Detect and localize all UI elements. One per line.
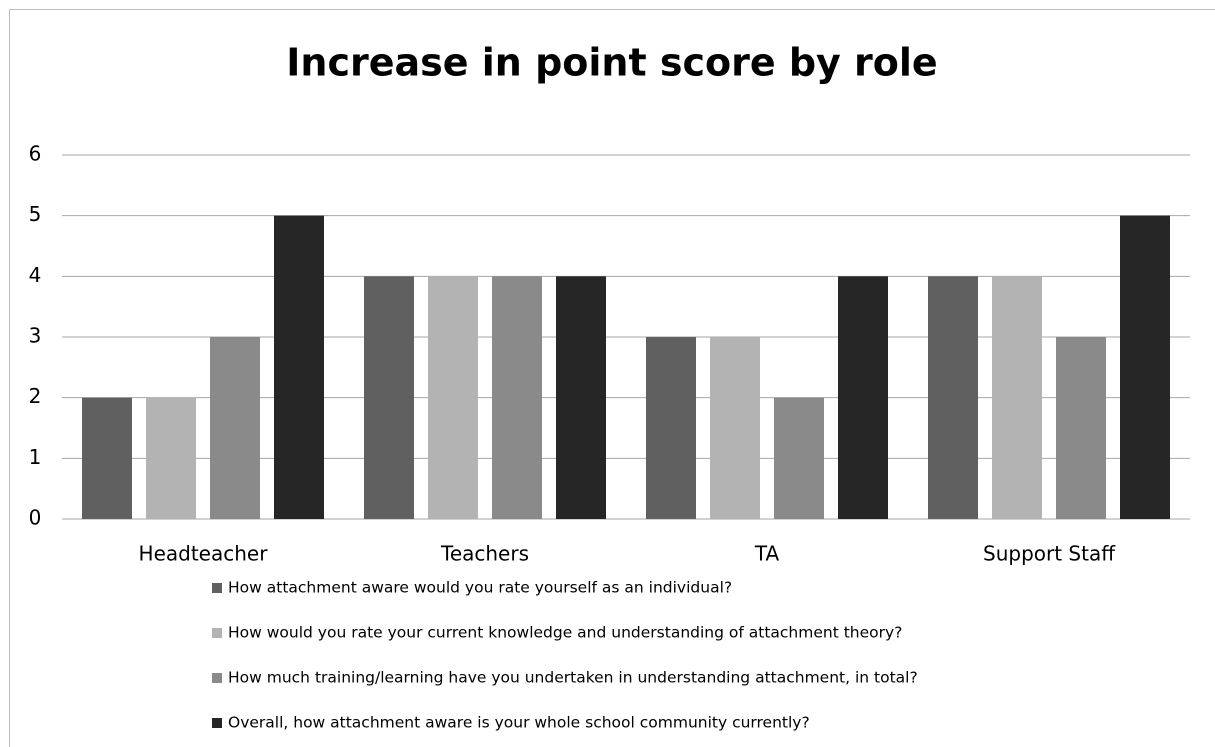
legend-swatch bbox=[212, 673, 222, 683]
x-tick-label: Teachers bbox=[440, 542, 529, 566]
legend-swatch bbox=[212, 628, 222, 638]
chart-title: Increase in point score by role bbox=[286, 41, 937, 85]
bar bbox=[364, 276, 414, 519]
y-tick-label: 3 bbox=[29, 324, 42, 348]
bar bbox=[646, 337, 696, 519]
x-tick-label: Headteacher bbox=[139, 542, 269, 566]
bar bbox=[710, 337, 760, 519]
bar bbox=[274, 215, 324, 519]
legend-swatch bbox=[212, 583, 222, 593]
y-tick-label: 0 bbox=[29, 506, 42, 530]
bar bbox=[82, 397, 132, 519]
bar bbox=[210, 337, 260, 519]
bar bbox=[992, 276, 1042, 519]
bar bbox=[556, 276, 606, 519]
bar bbox=[838, 276, 888, 519]
bar bbox=[928, 276, 978, 519]
y-tick-label: 6 bbox=[29, 142, 42, 166]
bar bbox=[428, 276, 478, 519]
legend-label: How would you rate your current knowledg… bbox=[228, 624, 902, 642]
x-tick-label: Support Staff bbox=[983, 542, 1116, 566]
legend-label: How much training/learning have you unde… bbox=[228, 669, 918, 687]
legend-label: Overall, how attachment aware is your wh… bbox=[228, 714, 810, 732]
y-tick-label: 5 bbox=[29, 202, 42, 226]
y-tick-label: 4 bbox=[29, 263, 42, 287]
y-tick-label: 2 bbox=[29, 384, 42, 408]
bar bbox=[1120, 215, 1170, 519]
legend-swatch bbox=[212, 718, 222, 728]
y-tick-label: 1 bbox=[29, 445, 42, 469]
bar bbox=[146, 397, 196, 519]
chart-frame bbox=[9, 9, 1215, 747]
legend-label: How attachment aware would you rate your… bbox=[228, 579, 732, 597]
bar bbox=[492, 276, 542, 519]
bar bbox=[1056, 337, 1106, 519]
x-tick-label: TA bbox=[754, 542, 780, 566]
bar bbox=[774, 397, 824, 519]
